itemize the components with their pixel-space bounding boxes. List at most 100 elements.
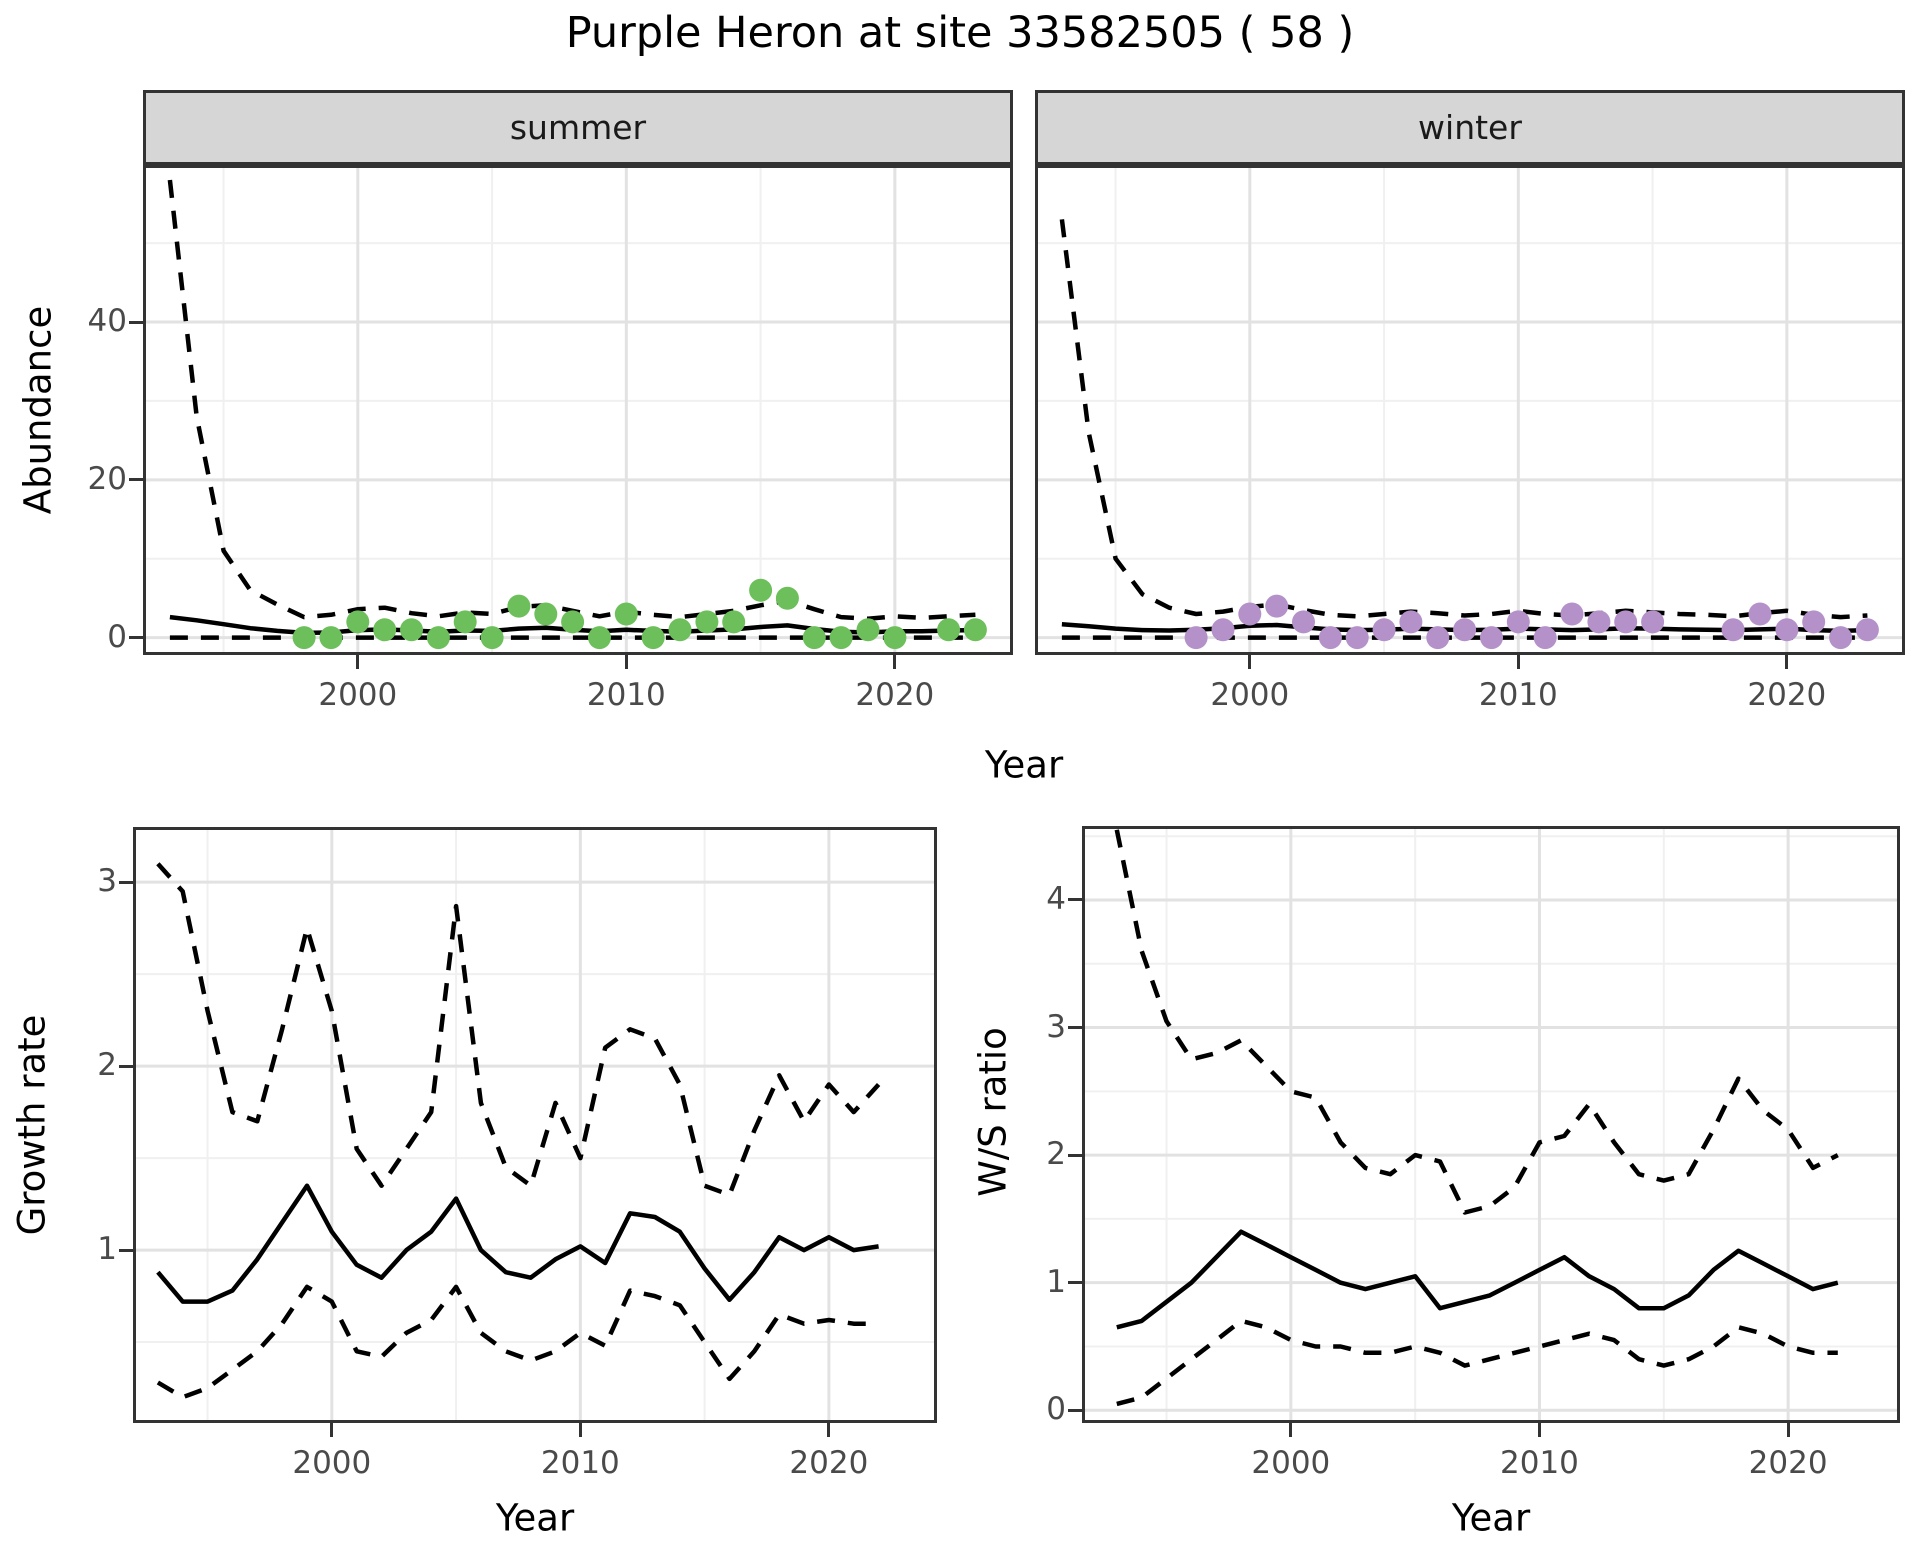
observation-point [668,618,692,642]
facet-strip-winter-label: winter [1418,108,1522,147]
observation-point [1614,610,1638,634]
x-tick-mark [1785,655,1789,669]
chart-title: Purple Heron at site 33582505 ( 58 ) [565,8,1355,58]
observation-point [1802,610,1826,634]
panel-background [143,165,1013,655]
panel-border [143,165,1013,655]
observation-point [346,610,370,634]
y-tick-label: 4 [1046,880,1066,917]
y-tick-label: 1 [1046,1263,1066,1300]
observation-point [695,610,719,634]
x-tick-label: 2010 [1478,677,1558,713]
observation-point [1318,626,1342,650]
y-tick-mark [129,320,143,324]
lower-ci-line [156,1284,879,1400]
y-tick-label: 0 [107,618,127,655]
x-tick-mark [893,655,897,669]
y-tick-label: 40 [87,303,127,340]
observation-point [400,618,423,642]
x-tick-label: 2000 [1251,1445,1331,1481]
observation-point [775,586,799,610]
y-tick-mark [119,1064,133,1068]
observation-point [480,626,504,650]
x-tick-mark [578,1423,582,1437]
y-tick-label: 3 [97,863,117,900]
x-tick-label: 2010 [586,677,666,713]
y-axis-title-abundance: Abundance [16,305,60,515]
y-tick-label: 3 [1046,1008,1066,1045]
x-tick-label: 2000 [1210,677,1290,713]
x-tick-label: 2010 [1500,1445,1579,1481]
panel-svg-summer [143,165,1013,655]
x-tick-mark [1786,1423,1790,1437]
x-axis-title-growth: Year [495,1496,575,1540]
panel-border [133,827,937,1423]
observation-point [614,602,638,626]
y-tick-label: 2 [97,1047,117,1084]
observation-point [1533,626,1557,650]
observation-point [507,594,531,618]
observation-point [1775,618,1799,642]
observation-point [561,610,585,634]
upper-ci-line [156,862,881,1198]
y-tick-mark [1068,1281,1082,1285]
observation-point [1238,602,1262,626]
x-tick-mark [1289,1423,1293,1437]
observation-point [1480,626,1503,650]
panel-svg-growth [133,827,937,1423]
mean-line [1116,1229,1839,1330]
x-tick-label: 2020 [1748,1445,1828,1481]
panel-border [1082,826,1900,1423]
observation-point [722,610,746,634]
x-axis-title-top: Year [984,743,1064,787]
observation-point [1829,626,1853,650]
x-axis-title-ws: Year [1451,1496,1531,1540]
facet-strip-summer: summer [143,90,1013,165]
observation-point [1184,626,1208,650]
y-tick-label: 0 [1046,1391,1066,1428]
observation-point [1372,618,1396,642]
facet-strip-winter: winter [1035,90,1905,165]
x-tick-mark [356,655,360,669]
observation-point [1641,610,1665,634]
panel-background [1082,826,1900,1423]
y-tick-label: 2 [1046,1136,1066,1173]
x-tick-label: 2000 [292,1445,372,1481]
observation-point [1855,618,1879,642]
y-tick-mark [129,636,143,640]
observation-point [1748,602,1772,626]
observation-point [641,626,665,650]
x-tick-mark [1537,1423,1541,1437]
x-tick-mark [1248,655,1252,669]
observation-point [534,602,558,626]
observation-point [319,626,343,650]
observation-point [1345,626,1369,650]
y-tick-mark [1068,1153,1082,1157]
y-tick-label: 1 [97,1231,117,1268]
x-tick-label: 2020 [1747,677,1827,713]
x-tick-mark [624,655,628,669]
observation-point [1721,618,1745,642]
observation-point [749,578,773,602]
observation-point [1506,610,1530,634]
observation-point [802,626,826,650]
observation-point [1426,626,1450,650]
y-tick-mark [119,880,133,884]
x-tick-label: 2020 [855,677,935,713]
observation-point [1453,618,1477,642]
observation-point [1560,602,1584,626]
y-tick-label: 20 [87,460,127,497]
upper-ci-line [1059,219,1868,620]
facet-strip-summer-label: summer [509,108,647,147]
observation-point [856,618,880,642]
panel-svg-ws [1082,826,1900,1423]
panel-background [1035,165,1905,655]
lower-ci-line [1116,1318,1838,1407]
observation-point [883,626,907,650]
y-tick-mark [129,478,143,482]
x-tick-mark [827,1423,831,1437]
observation-point [292,626,316,650]
y-tick-mark [1068,1026,1082,1030]
y-tick-mark [1068,898,1082,902]
